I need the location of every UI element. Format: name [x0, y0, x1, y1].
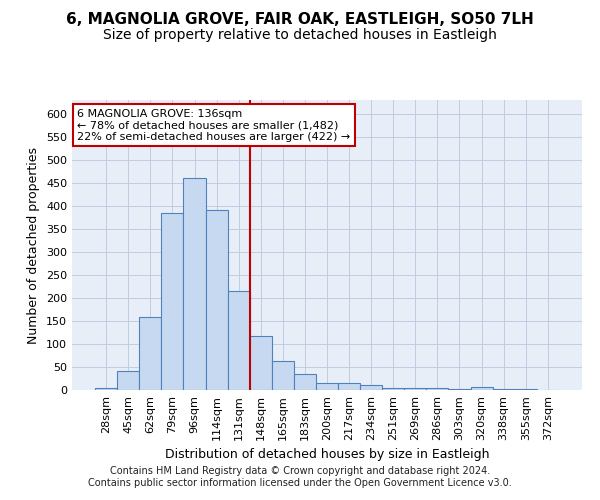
Bar — [95, 388, 117, 390]
Text: 6, MAGNOLIA GROVE, FAIR OAK, EASTLEIGH, SO50 7LH: 6, MAGNOLIA GROVE, FAIR OAK, EASTLEIGH, … — [66, 12, 534, 28]
Bar — [161, 213, 184, 390]
Bar — [139, 318, 161, 390]
Y-axis label: Number of detached properties: Number of detached properties — [28, 146, 40, 344]
Bar — [448, 389, 470, 390]
Bar — [316, 383, 338, 390]
Bar — [360, 386, 382, 390]
Bar — [184, 178, 206, 390]
Text: Size of property relative to detached houses in Eastleigh: Size of property relative to detached ho… — [103, 28, 497, 42]
Bar — [250, 336, 272, 390]
Bar — [227, 291, 250, 390]
Bar — [206, 210, 227, 390]
Bar — [272, 362, 294, 390]
Bar — [294, 374, 316, 390]
Bar — [404, 388, 427, 390]
Text: 6 MAGNOLIA GROVE: 136sqm
← 78% of detached houses are smaller (1,482)
22% of sem: 6 MAGNOLIA GROVE: 136sqm ← 78% of detach… — [77, 108, 350, 142]
Bar — [493, 389, 515, 390]
Bar — [470, 387, 493, 390]
Bar — [427, 388, 448, 390]
X-axis label: Distribution of detached houses by size in Eastleigh: Distribution of detached houses by size … — [165, 448, 489, 461]
Bar — [382, 388, 404, 390]
Bar — [338, 383, 360, 390]
Bar — [117, 370, 139, 390]
Bar — [515, 389, 537, 390]
Text: Contains HM Land Registry data © Crown copyright and database right 2024.
Contai: Contains HM Land Registry data © Crown c… — [88, 466, 512, 487]
